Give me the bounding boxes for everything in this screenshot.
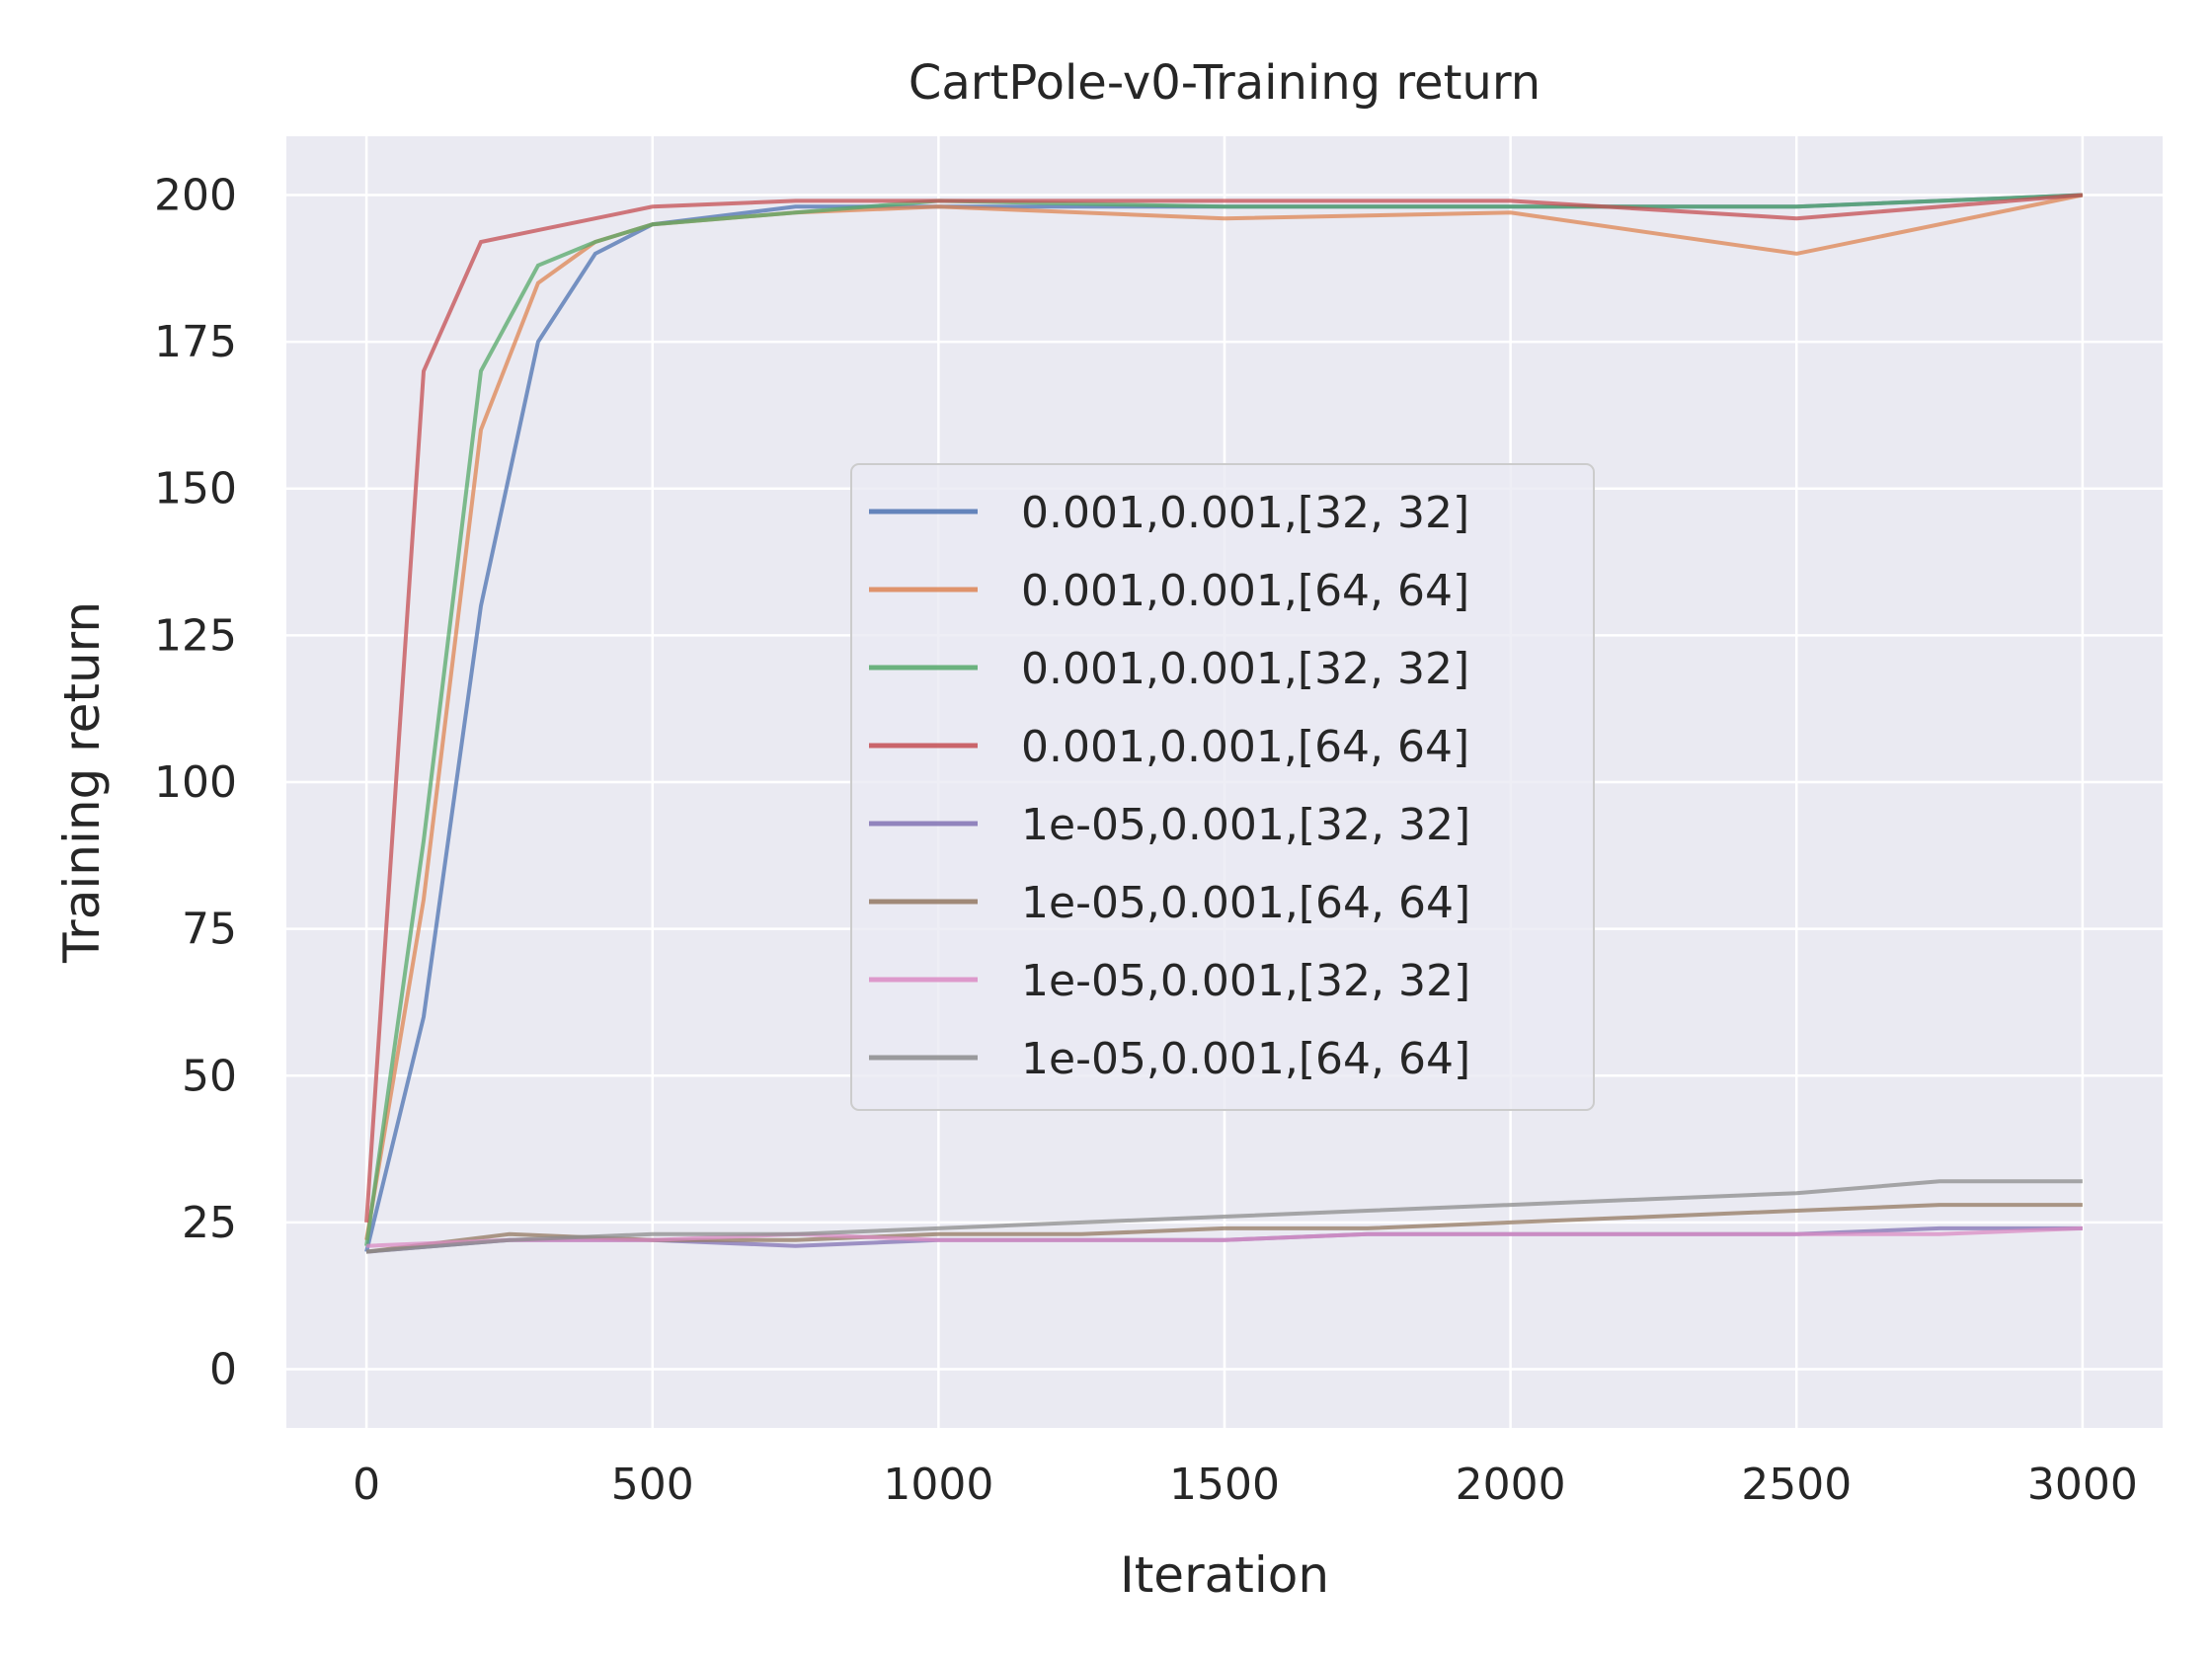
legend-label: 1e-05,0.001,[32, 32]: [1021, 956, 1470, 1006]
series-line-8: [365, 1179, 2083, 1254]
y-tick-label: 125: [154, 610, 237, 661]
x-tick-label: 1500: [1169, 1460, 1280, 1510]
series-line-4: [364, 193, 2084, 1224]
legend-label: 0.001,0.001,[32, 32]: [1021, 644, 1469, 694]
x-tick-label: 2000: [1456, 1460, 1566, 1510]
x-tick-label: 1000: [883, 1460, 993, 1510]
y-tick-label: 100: [154, 757, 237, 808]
legend-box: [850, 463, 1595, 1111]
y-tick-label: 50: [182, 1051, 237, 1101]
y-axis-label: Training return: [53, 601, 111, 964]
y-tick-label: 25: [182, 1198, 237, 1248]
y-tick-label: 150: [154, 464, 237, 514]
legend-label: 1e-05,0.001,[64, 64]: [1021, 1034, 1470, 1084]
y-tick-label: 200: [154, 170, 237, 220]
legend-label: 1e-05,0.001,[64, 64]: [1021, 878, 1470, 928]
y-tick-label: 175: [154, 317, 237, 367]
legend-label: 0.001,0.001,[64, 64]: [1021, 722, 1469, 772]
x-tick-label: 0: [353, 1460, 380, 1510]
ticks: 0 500 1000 1500 2000 2500 3000 0 25 50 75 100 125 150…: [154, 170, 2138, 1510]
x-axis-label: Iteration: [1120, 1546, 1329, 1604]
x-tick-label: 500: [611, 1460, 694, 1510]
series-layer: [364, 193, 2084, 1254]
legend: 0.001,0.001,[32, 32] 0.001,0.001,[64, 64]…: [850, 463, 1595, 1111]
chart-title: CartPole-v0-Training return: [908, 55, 1540, 111]
x-tick-label: 3000: [2027, 1460, 2138, 1510]
series-line-3: [364, 193, 2083, 1246]
legend-label: 0.001,0.001,[64, 64]: [1021, 566, 1469, 616]
y-tick-label: 0: [209, 1345, 237, 1395]
series-line-7: [366, 1225, 2083, 1248]
x-tick-label: 2500: [1741, 1460, 1852, 1510]
y-tick-label: 75: [182, 905, 237, 955]
legend-label: 0.001,0.001,[32, 32]: [1021, 488, 1469, 538]
legend-label: 1e-05,0.001,[32, 32]: [1021, 800, 1470, 850]
